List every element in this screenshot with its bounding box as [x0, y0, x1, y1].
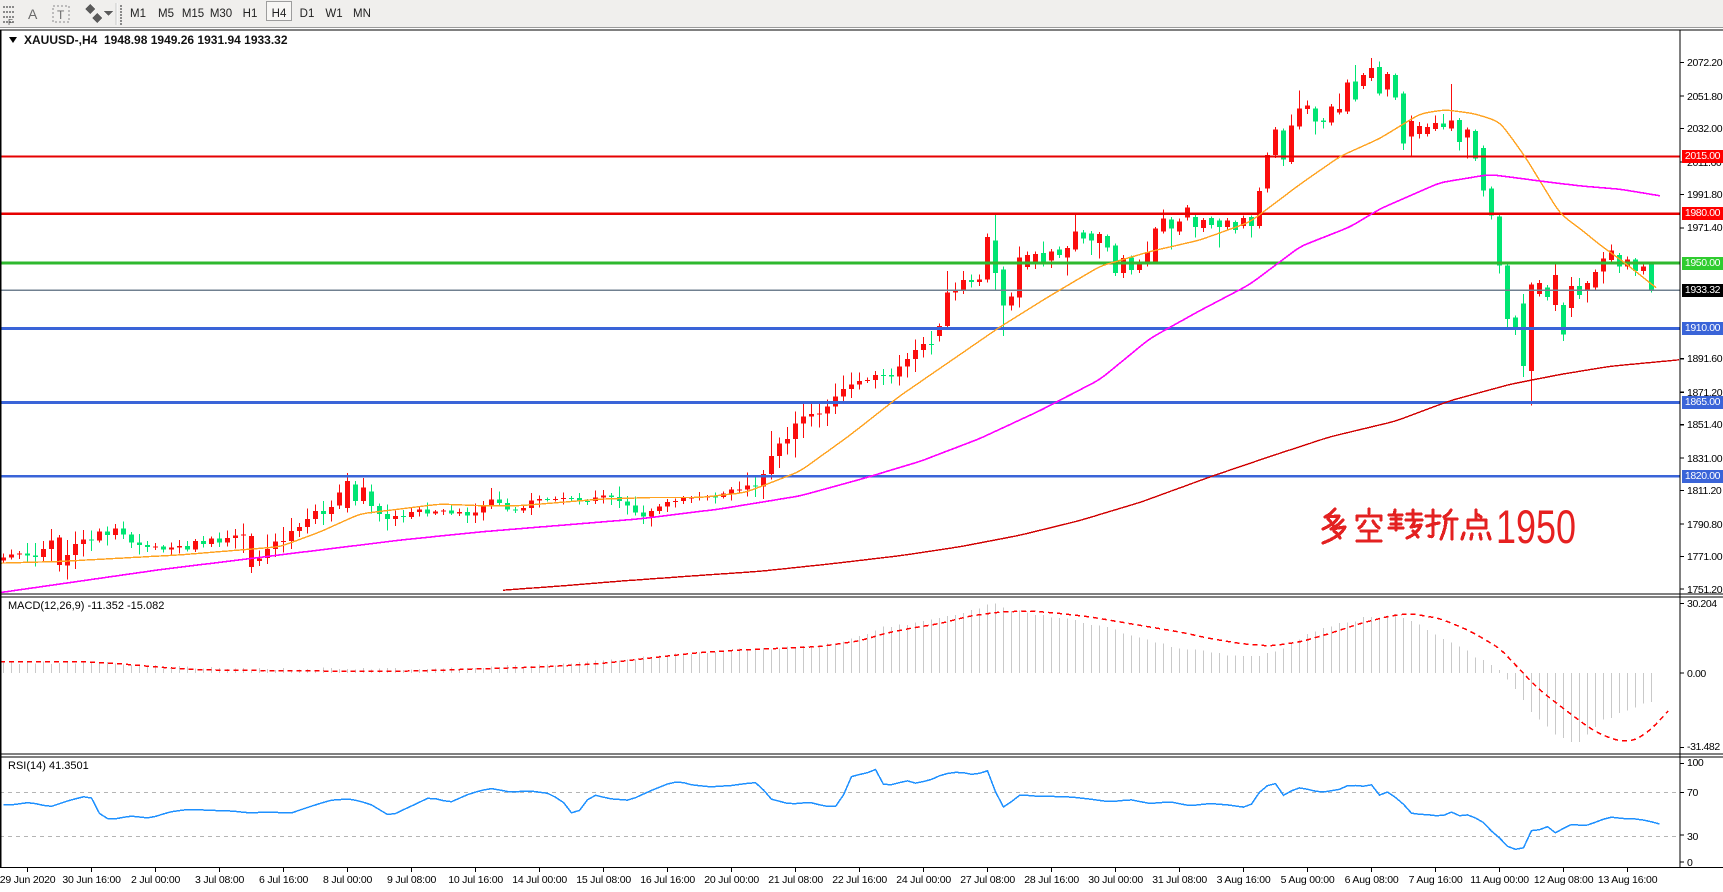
svg-text:F: F: [8, 18, 13, 27]
svg-text:1950: 1950: [1496, 500, 1576, 553]
svg-text:T: T: [57, 8, 65, 22]
svg-text:A: A: [28, 6, 38, 22]
